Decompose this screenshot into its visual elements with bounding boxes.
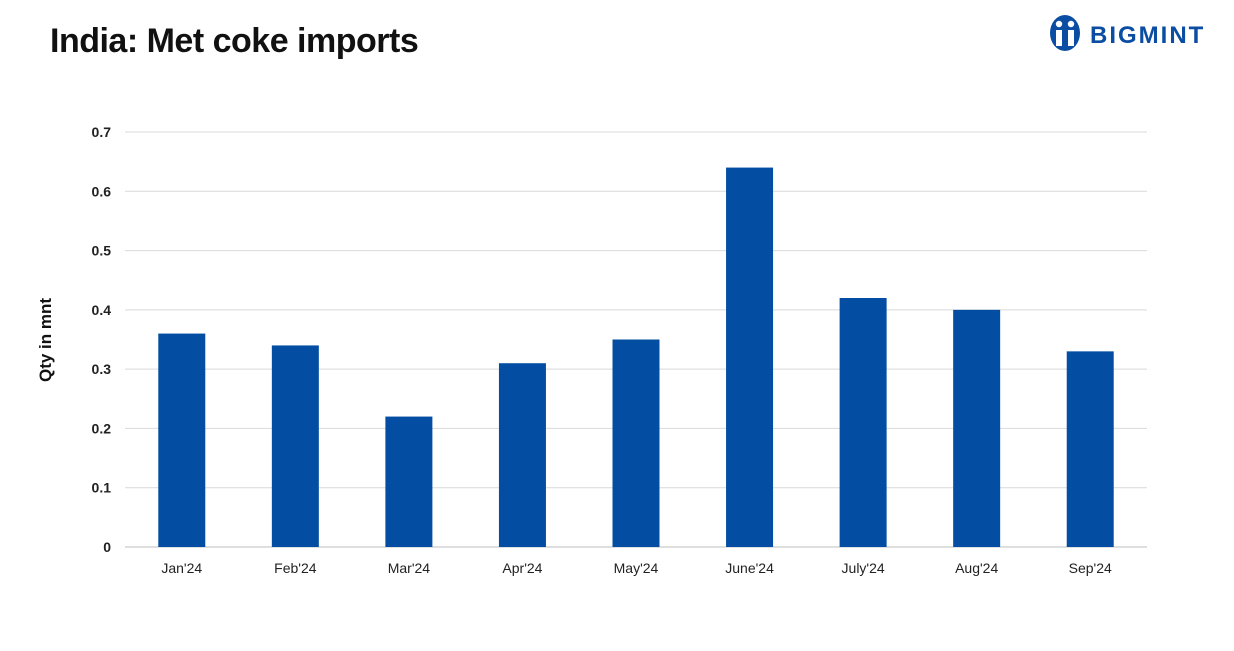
brand-mark-icon — [1050, 15, 1080, 51]
y-tick-label: 0.5 — [92, 243, 112, 259]
bar — [839, 298, 887, 547]
x-tick-label: May'24 — [614, 560, 659, 576]
bar — [612, 339, 660, 547]
page-title: India: Met coke imports — [50, 22, 419, 60]
x-tick-label: Sep'24 — [1069, 560, 1112, 576]
x-tick-label: Feb'24 — [274, 560, 317, 576]
bar — [953, 309, 1001, 547]
bar — [271, 345, 319, 547]
y-tick-label: 0.1 — [92, 480, 112, 496]
x-tick-label: Aug'24 — [955, 560, 998, 576]
x-tick-label: Jan'24 — [161, 560, 202, 576]
brand-name: BIGMINT — [1090, 22, 1206, 49]
bar — [1066, 351, 1114, 547]
y-tick-label: 0.7 — [92, 124, 112, 140]
y-tick-label: 0 — [103, 539, 111, 555]
x-tick-label: Mar'24 — [388, 560, 431, 576]
bar — [385, 416, 433, 547]
y-tick-label: 0.6 — [92, 183, 112, 199]
bar — [726, 167, 774, 548]
y-tick-label: 0.2 — [92, 420, 112, 436]
x-tick-label: June'24 — [725, 560, 774, 576]
bar — [158, 333, 206, 547]
x-tick-label: July'24 — [842, 560, 885, 576]
y-tick-label: 0.3 — [92, 361, 112, 377]
y-tick-label: 0.4 — [92, 302, 112, 318]
bar — [498, 363, 546, 547]
bigmint-logo: BIGMINT — [1048, 12, 1218, 56]
x-tick-label: Apr'24 — [502, 560, 542, 576]
